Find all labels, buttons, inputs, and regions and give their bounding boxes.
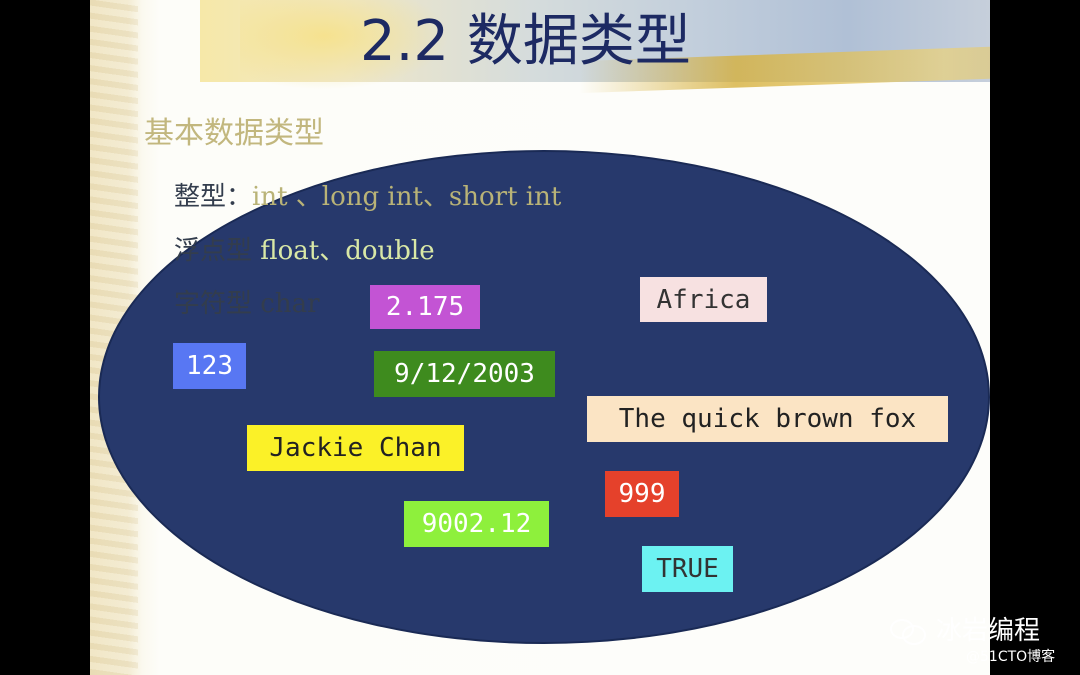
float-label: 浮点型: [174, 236, 261, 266]
integer-label: 整型：: [174, 182, 253, 212]
value-tag-9002-12: 9002.12: [404, 501, 549, 547]
watermark: 冰岩编程: [888, 610, 1040, 647]
value-tag-123: 123: [173, 343, 246, 389]
value-tag-date: 9/12/2003: [374, 351, 555, 397]
value-tag-true: TRUE: [642, 546, 733, 592]
slide-subtitle: 基本数据类型: [144, 116, 324, 151]
float-types: float、double: [260, 236, 435, 266]
title-banner: [200, 0, 990, 94]
value-tag-jackie-chan: Jackie Chan: [247, 425, 464, 471]
value-tag-999: 999: [605, 471, 679, 517]
float-line: 浮点型 float、double: [174, 230, 435, 267]
slide-title: 2.2 数据类型: [360, 9, 691, 74]
integer-line: 整型：int 、long int、short int: [174, 176, 561, 213]
value-tag-2-175: 2.175: [370, 285, 480, 329]
integer-types: int 、long int、short int: [252, 182, 562, 212]
watermark-source: @51CTO博客: [966, 649, 1056, 665]
wechat-icon: [888, 615, 928, 645]
value-tag-quick-brown-fox: The quick brown fox: [587, 396, 948, 442]
slide: 2.2 数据类型 基本数据类型 整型：int 、long int、short i…: [90, 0, 990, 675]
value-tag-africa: Africa: [640, 277, 767, 322]
watermark-brand: 冰岩编程: [936, 616, 1041, 646]
char-line: 字符型 char: [174, 289, 320, 319]
leaf-decoration: [240, 0, 450, 90]
